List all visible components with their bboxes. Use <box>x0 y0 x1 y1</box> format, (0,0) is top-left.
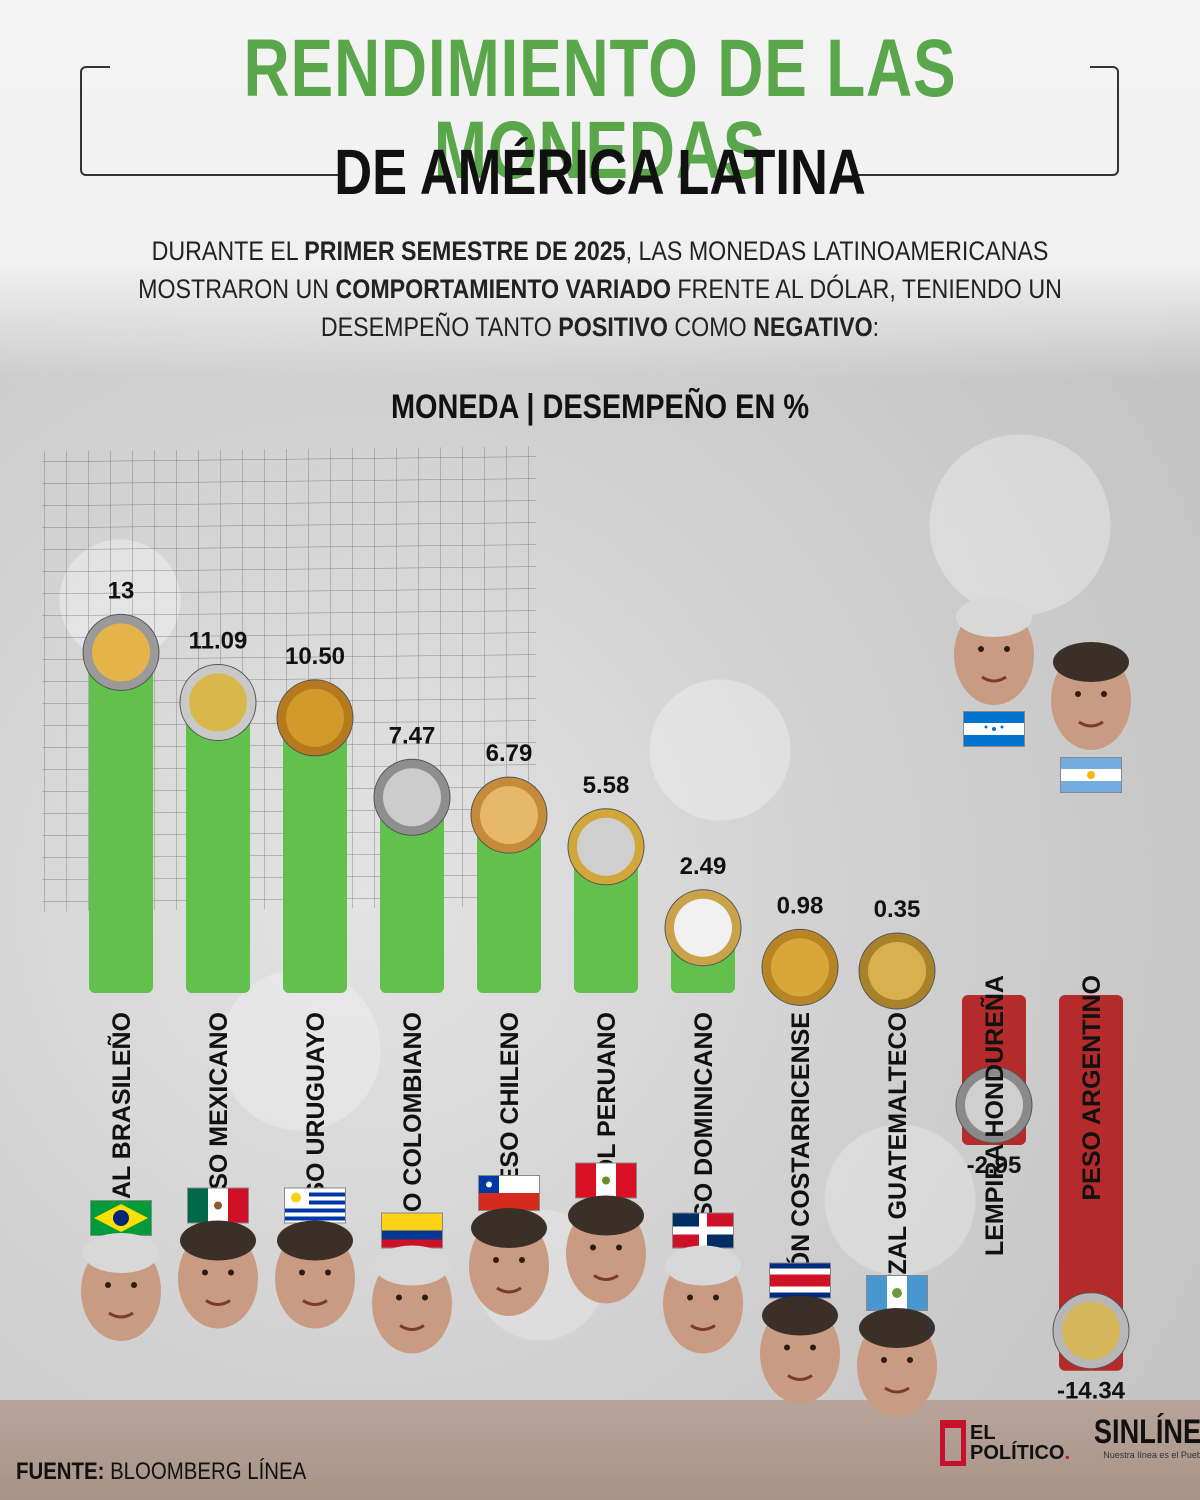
coin-icon <box>276 679 354 757</box>
bar-peso-argentino <box>1059 995 1123 1371</box>
chile-flag-icon <box>478 1175 540 1211</box>
chart-title: MONEDA | DESEMPEÑO EN % <box>390 388 810 426</box>
leader-portrait-icon <box>566 1195 646 1304</box>
coin-icon <box>664 889 742 967</box>
coin-icon <box>470 776 548 854</box>
value-label: 7.47 <box>389 722 436 749</box>
elpolitico-logo: EL POLÍTICO. <box>940 1420 1070 1466</box>
intro-bold: NEGATIVO <box>753 312 873 342</box>
value-label: 13 <box>108 577 135 604</box>
leader-portrait-icon <box>954 597 1034 705</box>
value-label: -2.95 <box>967 1152 1022 1179</box>
costa-rica-flag-icon <box>769 1262 831 1299</box>
elpolitico-text-2: POLÍTICO <box>970 1442 1065 1464</box>
bar-peso-uruguayo <box>283 717 347 993</box>
bar-real-brasileño <box>89 652 153 993</box>
page-subtitle: DE AMÉRICA LATINA <box>334 136 866 208</box>
peru-flag-icon <box>575 1162 637 1199</box>
leader-portrait-icon <box>1051 642 1131 750</box>
argentina-flag-icon <box>1060 757 1122 793</box>
bar-peso-mexicano <box>186 702 250 993</box>
colombia-flag-icon <box>381 1212 443 1249</box>
floor-strip <box>0 1400 1200 1500</box>
leader-portrait-icon <box>178 1220 258 1329</box>
coin-icon <box>179 663 257 741</box>
source-label: FUENTE: <box>16 1458 105 1485</box>
leader-portrait-icon <box>81 1233 161 1341</box>
intro-part: DURANTE EL <box>151 236 305 266</box>
value-label: 0.98 <box>777 892 824 919</box>
elpolitico-mark-icon <box>940 1420 966 1466</box>
intro-text: DURANTE EL PRIMER SEMESTRE DE 2025, LAS … <box>136 232 1065 346</box>
value-label: 2.49 <box>680 853 727 880</box>
sinlinea-logo: SINLÍNEA Nuestra línea es el Pueblo. <box>1078 1414 1200 1460</box>
value-label: -14.34 <box>1057 1378 1126 1405</box>
coin-icon <box>1052 1292 1130 1370</box>
sinlinea-tagline: Nuestra línea es el Pueblo. <box>1103 1450 1200 1460</box>
intro-part: COMO <box>667 312 754 342</box>
leader-portrait-icon <box>372 1245 452 1354</box>
bar-sol-peruano <box>574 846 638 993</box>
coin-icon <box>567 808 645 886</box>
sinlinea-wordmark: SINLÍNEA <box>1093 1413 1200 1451</box>
brazil-flag-icon <box>90 1200 152 1236</box>
intro-part: : <box>872 312 880 342</box>
value-label: 10.50 <box>285 643 345 670</box>
value-label: 11.09 <box>189 627 248 654</box>
elpolitico-wordmark: EL POLÍTICO. <box>970 1422 1071 1464</box>
mexico-flag-icon <box>187 1187 249 1224</box>
intro-bold: PRIMER SEMESTRE DE 2025 <box>304 236 626 266</box>
intro-bold: COMPORTAMIENTO VARIADO <box>335 274 671 304</box>
category-label: PESO ARGENTINO <box>1078 975 1106 1201</box>
category-label: REAL BRASILEÑO <box>106 1012 136 1234</box>
value-label: 0.35 <box>874 896 921 923</box>
coin-icon <box>82 613 160 691</box>
guatemala-flag-icon <box>866 1275 928 1311</box>
leader-portrait-icon <box>760 1295 840 1404</box>
intro-bold: POSITIVO <box>558 312 668 342</box>
coin-icon <box>373 758 451 836</box>
uruguay-flag-icon <box>284 1187 346 1224</box>
leader-portrait-icon <box>469 1208 549 1316</box>
dominican-republic-flag-icon <box>672 1212 734 1249</box>
leader-portrait-icon <box>275 1220 355 1329</box>
source-value: BLOOMBERG LÍNEA <box>110 1458 307 1485</box>
page-title: RENDIMIENTO DE LAS MONEDAS <box>243 23 957 196</box>
coin-icon <box>955 1066 1033 1144</box>
coin-icon <box>761 928 839 1006</box>
honduras-flag-icon <box>963 711 1025 747</box>
subtitle-backdrop <box>345 136 855 208</box>
value-label: 5.58 <box>583 772 630 799</box>
bar-peso-colombiano <box>380 797 444 993</box>
leader-portrait-icon <box>857 1308 937 1416</box>
elpolitico-text-1: EL <box>970 1422 996 1444</box>
intro-part: FRENTE AL DÓLAR, TENIENDO UN DESEMPEÑO T… <box>320 274 1062 342</box>
category-label: LEMPIRA HONDUREÑA <box>979 975 1009 1256</box>
bar-peso-chileno <box>477 815 541 993</box>
source-note: FUENTE: BLOOMBERG LÍNEA <box>16 1458 306 1486</box>
title-mask <box>110 44 1090 94</box>
value-label: 6.79 <box>486 740 533 767</box>
category-label: PESO DOMINICANO <box>690 1012 718 1252</box>
category-label: PESO CHILENO <box>496 1012 524 1201</box>
coin-icon <box>858 932 936 1010</box>
intro-part: , LAS MONEDAS LATINOAMERICANAS MOSTRARON… <box>138 236 1049 304</box>
leader-portrait-icon <box>663 1245 743 1354</box>
